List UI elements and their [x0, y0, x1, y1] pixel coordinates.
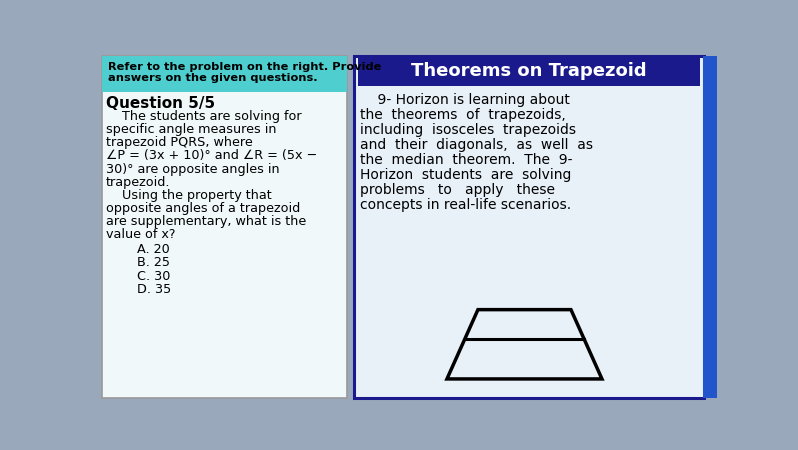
Text: Using the property that: Using the property that [106, 189, 271, 202]
FancyBboxPatch shape [102, 56, 347, 398]
FancyBboxPatch shape [703, 56, 717, 398]
FancyBboxPatch shape [358, 56, 701, 86]
Text: specific angle measures in: specific angle measures in [106, 123, 276, 136]
Text: 9- Horizon is learning about: 9- Horizon is learning about [360, 93, 570, 107]
Text: the  median  theorem.  The  9-: the median theorem. The 9- [360, 153, 573, 167]
Text: C. 30: C. 30 [137, 270, 170, 283]
Text: D. 35: D. 35 [137, 283, 172, 296]
Text: trapezoid PQRS, where: trapezoid PQRS, where [106, 136, 253, 149]
Text: B. 25: B. 25 [137, 256, 170, 269]
Text: are supplementary, what is the: are supplementary, what is the [106, 215, 306, 228]
FancyBboxPatch shape [354, 56, 705, 398]
Text: A. 20: A. 20 [137, 243, 170, 256]
Text: problems   to   apply   these: problems to apply these [360, 183, 555, 198]
Text: including  isosceles  trapezoids: including isosceles trapezoids [360, 123, 576, 137]
Text: value of x?: value of x? [106, 228, 176, 241]
Text: opposite angles of a trapezoid: opposite angles of a trapezoid [106, 202, 300, 215]
Text: Question 5/5: Question 5/5 [106, 96, 215, 111]
Text: 30)° are opposite angles in: 30)° are opposite angles in [106, 162, 279, 176]
FancyBboxPatch shape [102, 56, 347, 92]
Text: trapezoid.: trapezoid. [106, 176, 171, 189]
Text: Refer to the problem on the right. Provide: Refer to the problem on the right. Provi… [108, 63, 381, 72]
Text: and  their  diagonals,  as  well  as: and their diagonals, as well as [360, 138, 593, 152]
Text: Horizon  students  are  solving: Horizon students are solving [360, 168, 571, 182]
Text: answers on the given questions.: answers on the given questions. [108, 73, 317, 83]
Text: The students are solving for: The students are solving for [106, 110, 302, 123]
Text: Theorems on Trapezoid: Theorems on Trapezoid [411, 62, 647, 80]
Text: the  theorems  of  trapezoids,: the theorems of trapezoids, [360, 108, 566, 122]
Text: concepts in real-life scenarios.: concepts in real-life scenarios. [360, 198, 571, 212]
Text: ∠P = (3x + 10)° and ∠R = (5x −: ∠P = (3x + 10)° and ∠R = (5x − [106, 149, 317, 162]
